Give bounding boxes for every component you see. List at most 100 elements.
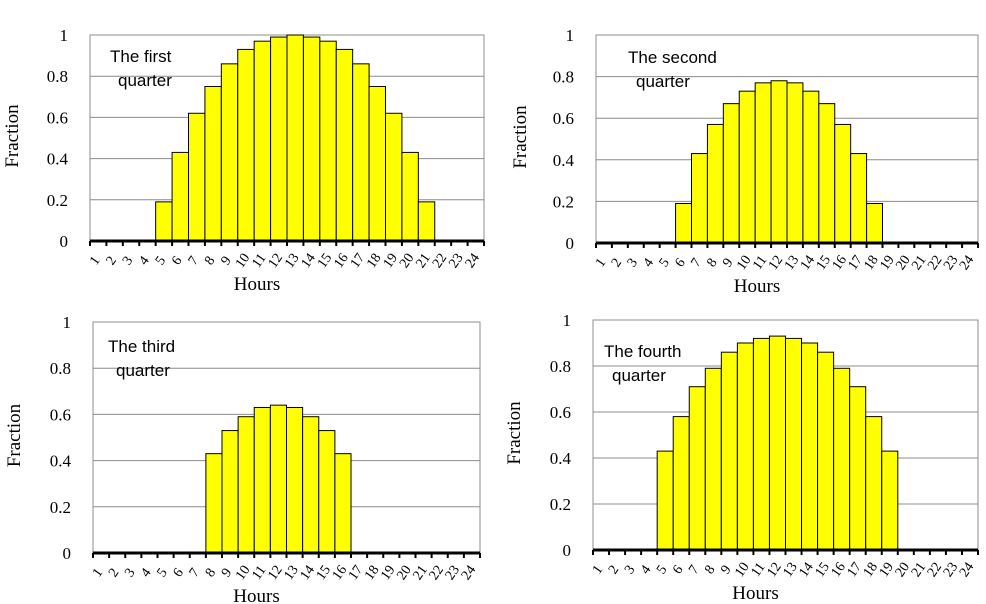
y-tick-label: 0.8 (553, 68, 574, 87)
bar-hour-10 (237, 416, 255, 554)
bar-hour-14 (801, 342, 819, 551)
x-tick-label: 6 (673, 256, 689, 270)
chart-panel-4: 00.20.40.60.811 2 3 4 5 6 7 8 910111213141516171… (504, 311, 979, 604)
y-tick-label: 0 (63, 544, 72, 563)
y-tick-label: 1 (63, 313, 72, 332)
bar-hour-9 (220, 63, 239, 242)
bar-hour-9 (720, 351, 738, 551)
bar-hour-18 (865, 416, 883, 551)
y-tick-label: 1 (566, 26, 575, 45)
bar-hour-8 (704, 367, 722, 551)
y-tick-label: 1 (563, 311, 572, 330)
x-tick-label: 6 (169, 254, 185, 268)
y-tick-label: 0.6 (47, 108, 68, 127)
annotation-line: The first (110, 47, 172, 66)
x-tick-label: 2 (106, 566, 122, 580)
x-tick-label: 2 (606, 563, 622, 577)
x-tick-label: 3 (122, 566, 138, 580)
y-tick-label: 0.6 (553, 109, 574, 128)
annotation-line: The third (108, 337, 175, 356)
x-tick-label: 5 (155, 566, 171, 580)
x-tick-label: 1 (90, 566, 106, 580)
y-tick-label: 0.4 (47, 150, 69, 169)
y-tick-label: 0 (563, 541, 572, 560)
x-tick-label: 4 (638, 563, 654, 577)
x-tick-label: 24 (957, 560, 977, 580)
y-tick-label: 0.6 (50, 405, 71, 424)
quarter-annotation: The second quarter (628, 48, 717, 91)
x-tick-label: 1 (87, 254, 103, 268)
bar-hour-10 (738, 90, 756, 244)
bar-hour-7 (188, 112, 206, 242)
quarter-annotation: The third quarter (108, 337, 175, 380)
bar-hour-15 (319, 40, 337, 242)
x-tick-label: 9 (219, 566, 235, 580)
bar-hour-17 (850, 153, 868, 244)
bar-hour-10 (736, 342, 754, 551)
bar-hour-12 (270, 36, 288, 242)
annotation-line: quarter (118, 71, 172, 90)
bar-hour-12 (770, 80, 788, 244)
quarter-annotation: The fourth quarter (604, 342, 682, 385)
y-tick-label: 0.2 (50, 498, 71, 517)
bar-hour-11 (253, 406, 271, 554)
x-axis-label: Hours (233, 586, 279, 604)
x-tick-label: 8 (203, 566, 219, 580)
bar-hour-19 (881, 450, 899, 551)
x-tick-label: 3 (120, 254, 136, 268)
x-axis-label: Hours (734, 276, 780, 297)
bar-hour-13 (286, 34, 304, 242)
annotation-line: The second (628, 48, 717, 67)
bar-hour-8 (204, 86, 222, 242)
x-tick-label: 3 (622, 563, 638, 577)
bar-hour-16 (833, 367, 851, 551)
bar-hour-10 (237, 48, 255, 242)
y-axis-label: Fraction (4, 403, 25, 467)
bar-hour-11 (752, 337, 770, 551)
x-tick-label: 2 (609, 256, 625, 270)
chart-panel-1: 00.20.40.60.811 2 3 4 5 6 7 8 910111213141516171… (2, 26, 485, 295)
x-tick-label: 6 (670, 563, 686, 577)
x-tick-label: 7 (187, 566, 203, 580)
bar-hour-14 (802, 90, 820, 244)
bar-hour-14 (302, 416, 320, 554)
bar-hour-5 (656, 450, 674, 551)
bar-hour-8 (706, 123, 724, 244)
x-tick-label: 1 (593, 256, 609, 270)
bar-hour-16 (834, 123, 852, 244)
bar-hour-6 (675, 202, 693, 244)
x-tick-label: 9 (219, 254, 235, 268)
bar-hour-12 (768, 335, 787, 551)
x-tick-label: 3 (625, 256, 641, 270)
x-tick-label: 7 (686, 563, 702, 577)
bar-hour-9 (722, 103, 740, 244)
x-tick-label: 24 (459, 563, 479, 583)
x-tick-label: 4 (641, 256, 657, 270)
y-axis-label: Fraction (510, 105, 531, 169)
bar-hour-19 (385, 112, 403, 242)
bar-hour-7 (691, 153, 708, 244)
y-tick-label: 0 (566, 234, 575, 253)
quarter-annotation: The first quarter (110, 47, 172, 90)
annotation-line: quarter (612, 366, 666, 385)
y-axis-label: Fraction (2, 104, 23, 168)
y-tick-label: 0.8 (550, 357, 571, 376)
annotation-line: The fourth (604, 342, 682, 361)
y-tick-label: 0.2 (553, 192, 574, 211)
y-tick-label: 0 (60, 232, 69, 251)
y-tick-label: 0.6 (550, 403, 571, 422)
bar-hour-6 (672, 416, 690, 551)
bar-hour-13 (286, 406, 304, 554)
x-tick-label: 5 (654, 563, 670, 577)
annotation-line: quarter (636, 72, 690, 91)
x-axis-label: Hours (234, 274, 280, 295)
x-tick-label: 2 (104, 254, 120, 268)
bar-hour-9 (221, 430, 239, 554)
x-tick-label: 7 (186, 254, 202, 268)
x-tick-label: 5 (657, 256, 673, 270)
bar-hour-21 (417, 201, 436, 242)
bar-hour-16 (334, 453, 352, 554)
x-tick-label: 6 (171, 566, 187, 580)
bar-hour-14 (302, 36, 321, 242)
x-tick-label: 4 (138, 566, 154, 580)
